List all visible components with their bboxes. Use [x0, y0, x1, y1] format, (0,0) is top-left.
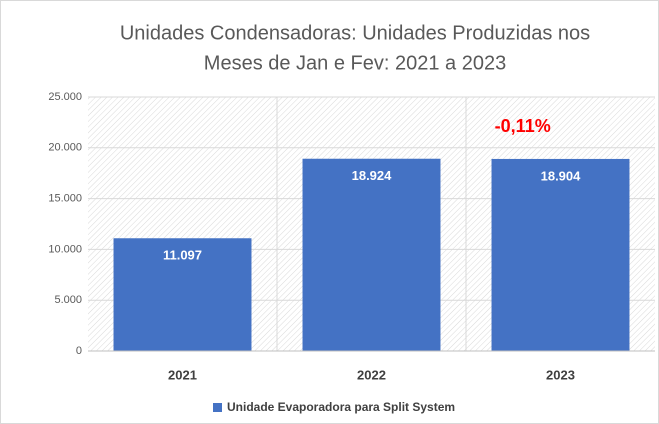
data-label: 11.097 [163, 248, 202, 263]
data-label: 18.904 [541, 168, 582, 183]
chart-title: Meses de Jan e Fev: 2021 a 2023 [204, 52, 506, 74]
x-tick-label: 2022 [357, 367, 386, 382]
y-tick-label: 20.000 [48, 142, 82, 154]
y-tick-label: 15.000 [48, 193, 82, 205]
bar [302, 158, 441, 351]
legend-swatch [213, 403, 222, 412]
chart-title: Unidades Condensadoras: Unidades Produzi… [120, 22, 590, 44]
bar [491, 158, 630, 351]
annotation: -0,11% [495, 116, 551, 136]
legend-label: Unidade Evaporadora para Split System [227, 400, 455, 414]
x-tick-label: 2023 [546, 367, 575, 382]
y-tick-label: 0 [76, 345, 82, 357]
data-label: 18.924 [352, 168, 393, 183]
bar [113, 238, 252, 351]
x-tick-label: 2021 [168, 367, 197, 382]
y-tick-label: 5.000 [54, 294, 82, 306]
y-tick-label: 10.000 [48, 243, 82, 255]
y-tick-label: 25.000 [48, 91, 82, 103]
